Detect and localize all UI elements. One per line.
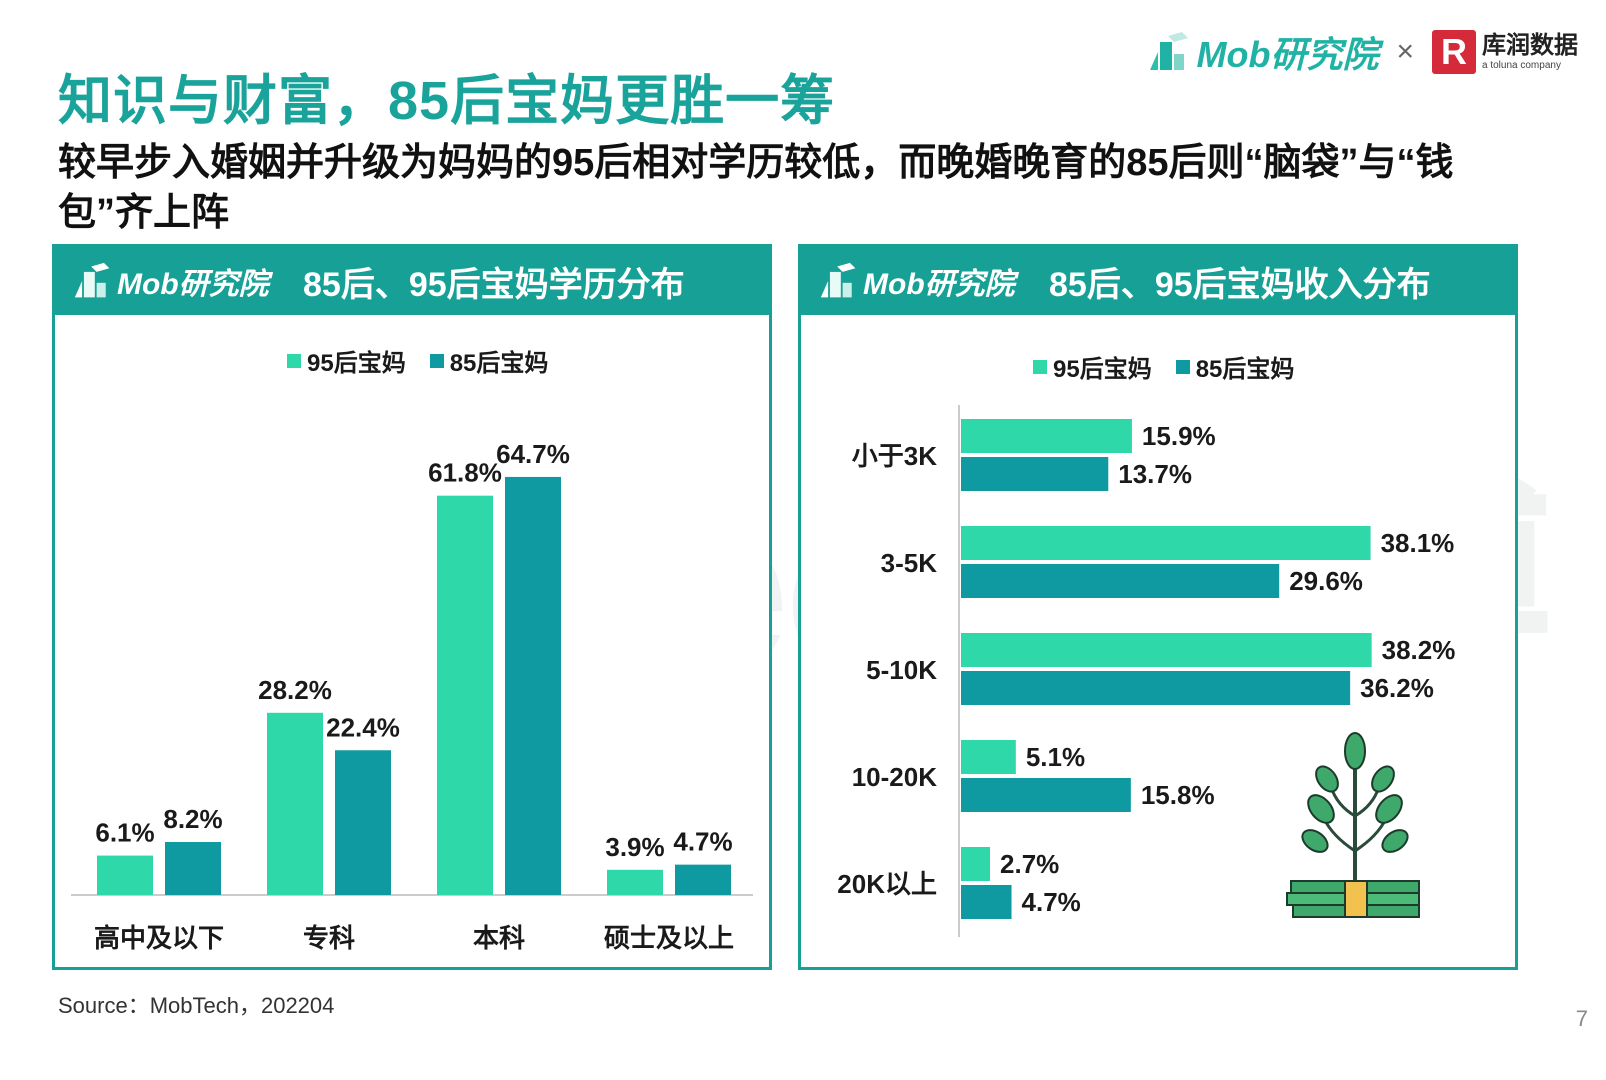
bar-85-4 bbox=[961, 885, 1012, 919]
education-chart-title: 85后、95后宝妈学历分布 bbox=[303, 265, 685, 304]
legend-swatch-85 bbox=[1175, 359, 1190, 374]
brand-logos: Mob研究院 × R 库润数据 a toluna company bbox=[1148, 22, 1578, 82]
legend-label-85: 85后宝妈 bbox=[449, 350, 549, 377]
legend-label-95: 95后宝妈 bbox=[1053, 356, 1152, 383]
panel-logo: Mob研究院 bbox=[819, 259, 1049, 303]
data-label: 15.8% bbox=[1141, 780, 1215, 810]
category-label: 小于3K bbox=[852, 441, 937, 471]
bar-85-0 bbox=[165, 842, 221, 895]
data-label: 13.7% bbox=[1118, 459, 1192, 489]
category-label: 高中及以下 bbox=[94, 923, 224, 953]
legend-swatch-85 bbox=[429, 353, 444, 368]
data-label: 2.7% bbox=[1000, 849, 1059, 879]
data-label: 38.1% bbox=[1381, 528, 1455, 558]
bar-95-3 bbox=[961, 740, 1016, 774]
legend-label-95: 95后宝妈 bbox=[307, 350, 406, 377]
category-label: 3-5K bbox=[881, 548, 938, 578]
bar-95-0 bbox=[97, 855, 153, 895]
legend-item-95: 95后宝妈 bbox=[287, 343, 406, 378]
mob-logo: Mob研究院 bbox=[1148, 26, 1378, 78]
data-label: 8.2% bbox=[163, 804, 222, 834]
bar-85-2 bbox=[961, 671, 1351, 705]
education-panel: Mob研究院 85后、95后宝妈学历分布 95后宝妈 85后宝妈 6.1% 8.2… bbox=[52, 244, 772, 970]
data-label: 4.7% bbox=[1022, 887, 1081, 917]
legend-item-85: 85后宝妈 bbox=[429, 343, 549, 378]
data-label: 22.4% bbox=[326, 712, 400, 742]
data-label: 38.2% bbox=[1382, 635, 1456, 665]
panel-logo-text: Mob研究院 bbox=[117, 268, 269, 301]
money-plant-icon bbox=[1286, 732, 1420, 918]
bar-95-0 bbox=[961, 419, 1132, 453]
education-legend: 95后宝妈 85后宝妈 bbox=[287, 343, 548, 378]
education-bar-chart: 6.1% 8.2% 高中及以下 28.2% 22.4% 专科 61.8%64.7% 本科 3.9… bbox=[71, 439, 753, 953]
legend-swatch-95 bbox=[287, 353, 301, 368]
panel-logo-text: Mob研究院 bbox=[863, 268, 1015, 301]
income-panel-header: Mob研究院 85后、95后宝妈收入分布 bbox=[801, 247, 1515, 315]
bar-95-4 bbox=[961, 847, 991, 881]
category-label: 20K以上 bbox=[837, 869, 937, 899]
income-chart-title: 85后、95后宝妈收入分布 bbox=[1049, 265, 1431, 304]
partner-separator: × bbox=[1396, 35, 1414, 68]
income-legend: 95后宝妈 85后宝妈 bbox=[1033, 349, 1294, 384]
category-label: 硕士及以上 bbox=[604, 923, 734, 953]
income-panel: Mob研究院 85后、95后宝妈收入分布 95后宝妈 85后宝妈 15.9% 13… bbox=[798, 244, 1518, 970]
category-label: 本科 bbox=[473, 923, 525, 953]
kurun-logo-text: 库润数据 bbox=[1482, 31, 1578, 59]
category-label: 专科 bbox=[303, 923, 355, 953]
bar-85-1 bbox=[335, 750, 391, 895]
bar-85-2 bbox=[505, 476, 561, 895]
data-label: 5.1% bbox=[1026, 742, 1085, 772]
data-label: 64.7% bbox=[496, 439, 570, 469]
bar-95-2 bbox=[437, 495, 493, 895]
data-label: 29.6% bbox=[1289, 566, 1363, 596]
education-panel-header: Mob研究院 85后、95后宝妈学历分布 bbox=[55, 247, 769, 315]
source-note: Source：MobTech，202204 bbox=[58, 993, 335, 1018]
kurun-logo-tagline: a toluna company bbox=[1482, 59, 1561, 71]
bar-85-3 bbox=[675, 864, 731, 895]
category-label: 5-10K bbox=[866, 655, 937, 685]
bar-95-1 bbox=[267, 712, 323, 895]
mob-building-icon bbox=[1150, 32, 1189, 70]
bar-95-1 bbox=[961, 526, 1371, 560]
data-label: 3.9% bbox=[605, 832, 664, 862]
bar-85-0 bbox=[961, 457, 1109, 491]
category-label: 10-20K bbox=[852, 762, 937, 792]
legend-item-95: 95后宝妈 bbox=[1033, 349, 1152, 384]
kurun-logo: R 库润数据 a toluna company bbox=[1432, 30, 1578, 74]
bar-85-3 bbox=[961, 778, 1131, 812]
kurun-mark-icon: R bbox=[1432, 30, 1476, 74]
mob-building-icon bbox=[74, 262, 110, 298]
mob-logo-text: Mob研究院 bbox=[1196, 34, 1379, 75]
data-label: 15.9% bbox=[1142, 421, 1216, 451]
page-subtitle: 较早步入婚姻并升级为妈妈的95后相对学历较低，而晚婚晚育的85后则“脑袋”与“钱… bbox=[58, 142, 1454, 234]
legend-swatch-95 bbox=[1033, 359, 1047, 374]
legend-item-85: 85后宝妈 bbox=[1175, 349, 1295, 384]
bar-95-2 bbox=[961, 633, 1372, 667]
data-label: 61.8% bbox=[428, 458, 502, 488]
bar-95-3 bbox=[607, 869, 663, 895]
data-label: 28.2% bbox=[258, 675, 332, 705]
data-label: 36.2% bbox=[1360, 673, 1434, 703]
bar-85-1 bbox=[961, 564, 1280, 598]
mob-building-icon bbox=[820, 262, 856, 298]
legend-label-85: 85后宝妈 bbox=[1195, 356, 1295, 383]
income-bar-chart: 15.9% 13.7% 小于3K 38.1% 29.6% 3-5K 38.2% 36.2% 5-… bbox=[837, 405, 1456, 937]
page-title: 知识与财富，85后宝妈更胜一筹 bbox=[58, 71, 836, 131]
panel-logo: Mob研究院 bbox=[73, 259, 303, 303]
data-label: 6.1% bbox=[95, 818, 154, 848]
page-number: 7 bbox=[1575, 1006, 1588, 1031]
data-label: 4.7% bbox=[673, 827, 732, 857]
